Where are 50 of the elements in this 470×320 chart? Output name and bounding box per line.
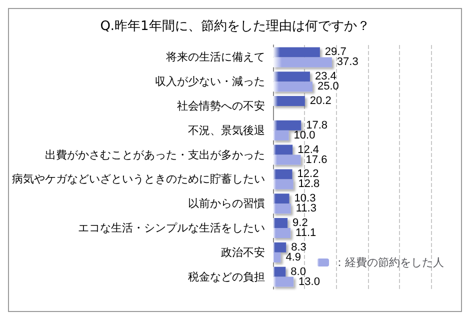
data-label: 11.3 xyxy=(296,202,316,215)
data-label: 4.9 xyxy=(286,251,302,264)
bar xyxy=(273,179,294,190)
bar xyxy=(273,57,332,68)
y-tick-label: 不況、景気後退 xyxy=(188,124,265,137)
bar xyxy=(273,169,292,180)
bar xyxy=(273,47,320,58)
data-label: 25.0 xyxy=(318,80,339,93)
y-tick-label: 税金などの負担 xyxy=(188,270,265,284)
y-tick-label: 以前からの習慣 xyxy=(188,197,265,210)
legend-label: ：経費の節約をした人 xyxy=(334,256,444,269)
bar xyxy=(273,154,301,165)
bar xyxy=(273,252,281,262)
bar xyxy=(273,144,293,155)
data-label: 11.1 xyxy=(296,227,316,239)
data-label: 10.3 xyxy=(294,192,316,205)
bar xyxy=(273,204,291,214)
bar xyxy=(273,266,286,277)
data-label: 17.8 xyxy=(306,119,328,132)
bar xyxy=(273,228,291,238)
y-tick-label: 病気やケガなどいざというときのために貯蓄したい xyxy=(12,172,265,186)
data-label: 12.2 xyxy=(297,168,319,180)
data-label: 37.3 xyxy=(336,56,358,68)
data-label: 8.0 xyxy=(290,266,306,278)
data-label: 20.2 xyxy=(310,95,332,107)
bar xyxy=(273,276,294,287)
data-label: 17.6 xyxy=(306,154,328,166)
data-label: 9.2 xyxy=(292,217,308,229)
bar xyxy=(273,72,310,82)
bar xyxy=(273,242,286,252)
y-tick-label: 出費がかさむことがあった・支出が多かった xyxy=(45,148,265,162)
data-label: 13.0 xyxy=(298,276,320,288)
data-label: 8.3 xyxy=(291,241,306,254)
y-tick-label: 社会情勢への不安 xyxy=(177,100,265,112)
bar xyxy=(273,82,312,92)
data-label: 23.4 xyxy=(314,70,336,83)
y-tick-label: エコな生活・シンプルな生活をしたい xyxy=(78,222,265,234)
bar xyxy=(273,218,288,228)
bar xyxy=(273,130,289,140)
y-tick-label: 収入が少ない・減った xyxy=(155,75,265,88)
data-label: 29.7 xyxy=(324,46,346,58)
data-label: 12.4 xyxy=(298,144,320,156)
bar xyxy=(273,194,290,204)
bar xyxy=(273,120,302,130)
bar xyxy=(273,96,305,106)
data-label: 12.8 xyxy=(298,178,320,190)
y-tick-label: 将来の生活に備えて xyxy=(165,50,265,64)
chart-title: Q.昨年1年間に、節約をした理由は何ですか？ xyxy=(100,19,370,34)
data-label: 10.0 xyxy=(294,129,316,142)
y-tick-label: 政治不安 xyxy=(221,246,265,259)
